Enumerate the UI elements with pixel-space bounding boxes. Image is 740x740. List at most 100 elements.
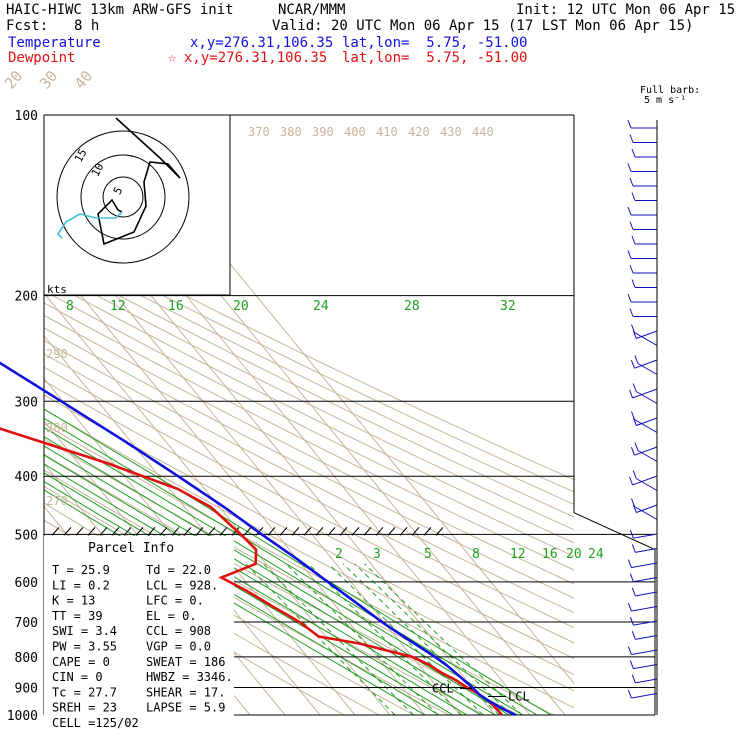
wind-barb	[636, 417, 658, 426]
dewpoint-xy: x,y=276.31,106.35	[184, 50, 328, 66]
moist-adiabat-label: 8	[66, 299, 74, 314]
hatch-mark	[99, 527, 108, 536]
isotherm-label: 30	[36, 67, 61, 92]
hatch-mark	[435, 527, 444, 536]
hatch-mark	[267, 527, 276, 536]
hodograph-trace-upper	[97, 117, 181, 246]
init-time: Init: 12 UTC Mon 06 Apr 15	[516, 2, 736, 18]
wind-barb-flag	[631, 587, 636, 596]
dry-adiabat-line	[44, 302, 574, 571]
parcel-row-value: SWEAT = 186	[146, 655, 225, 669]
wind-barb-flag	[629, 308, 634, 317]
hatch-mark	[339, 527, 348, 536]
hatch-mark	[171, 527, 180, 536]
hatch-mark	[291, 527, 300, 536]
wind-barb	[633, 620, 658, 626]
wind-barb-flag	[629, 177, 634, 187]
dry-adiabat-line	[44, 340, 574, 614]
moist-adiabat-label: 20	[233, 299, 249, 314]
dewpoint-star-icon: ☆	[168, 50, 177, 66]
wind-barb	[633, 577, 658, 583]
wind-barb-flag	[634, 442, 639, 451]
dry-adiabat-line	[44, 353, 574, 629]
wind-barb	[635, 591, 658, 597]
hatch-mark	[183, 527, 192, 536]
theta-e-label: 420	[408, 125, 430, 139]
hodograph-frame	[43, 114, 231, 296]
wind-barb	[634, 419, 658, 433]
hatch-mark	[243, 527, 252, 536]
hodograph-ring-5: 5	[111, 185, 126, 197]
pressure-label: 300	[15, 395, 38, 410]
temperature-xy: x,y=276.31,106.35	[190, 35, 334, 51]
wind-barb-flag	[627, 119, 632, 129]
fcst-value: 8 h	[74, 18, 100, 34]
pressure-label: 400	[15, 470, 38, 485]
mixing-ratio-line	[262, 563, 414, 716]
wind-barb-flag	[631, 279, 636, 288]
isotherm-line	[44, 292, 391, 715]
hatch-mark	[363, 527, 372, 536]
pressure-label: 800	[15, 651, 38, 666]
isotherm-label: 40	[71, 67, 96, 92]
wind-barb	[632, 475, 658, 486]
dry-adiabat-line	[44, 327, 574, 599]
pressure-label: 600	[15, 576, 38, 591]
temperature-latlon: lat,lon= 5.75, -51.00	[342, 35, 528, 51]
hatch-mark	[423, 527, 432, 536]
mixing-ratio-label: 8	[472, 547, 480, 562]
mixing-ratio-label: 2	[335, 547, 343, 562]
org-label: NCAR/MMM	[278, 2, 346, 18]
isotherm-line	[44, 377, 321, 715]
parcel-row-value: LCL = 928.	[146, 578, 218, 592]
hatch-mark	[219, 527, 228, 536]
mixing-ratio-line	[285, 563, 439, 716]
wind-barb-flag	[627, 163, 632, 172]
mixing-ratio-line	[354, 563, 512, 716]
theta-e-label: 380	[280, 125, 302, 139]
mixing-ratio-label: 16	[542, 547, 558, 562]
pressure-axis-labels: 100 200 300 400 500 600 700 800 900 1000	[7, 109, 38, 724]
model-title: HAIC-HIWC 13km ARW-GFS init	[6, 2, 234, 18]
wind-barb	[634, 506, 658, 520]
isotherm-labels: -80-70-60-50-40-30-20-10010203040	[1, 67, 96, 92]
wind-barb	[633, 664, 658, 670]
hodograph-trace-lower	[56, 211, 123, 239]
wind-barb	[635, 678, 658, 684]
temperature-legend-label: Temperature	[8, 35, 101, 51]
dry-adiabat-line	[44, 380, 574, 660]
moist-adiabat-label: 12	[110, 299, 126, 314]
ccl-label: CCL	[432, 682, 454, 696]
wind-barb	[634, 446, 658, 456]
wind-barb-flag	[629, 529, 634, 539]
dry-adiabat-line	[44, 232, 574, 493]
parcel-row: SWI = 3.4	[52, 624, 117, 638]
dry-adiabat-label: 290	[46, 347, 68, 361]
wind-barb	[634, 332, 658, 346]
parcel-row: SREH = 23	[52, 701, 117, 715]
dry-adiabat-line	[44, 394, 574, 676]
mixing-ratio-line	[245, 563, 396, 716]
dry-adiabat-line	[44, 366, 574, 644]
parcel-row-value: LFC = 0.	[146, 594, 204, 608]
theta-e-label: 430	[440, 125, 462, 139]
wind-barb-flag	[632, 383, 637, 392]
wind-barbs	[627, 119, 658, 715]
barb-legend-units: 5 m s⁻¹	[644, 95, 687, 106]
wind-barb-flag	[631, 192, 636, 201]
mixing-ratio-label: 5	[424, 547, 432, 562]
mixing-ratio-label: 12	[510, 547, 526, 562]
hodograph-ring-15: 15	[72, 147, 90, 165]
wind-barb	[635, 635, 658, 640]
moist-adiabat-label: 28	[404, 299, 420, 314]
hatch-mark	[231, 527, 240, 536]
theta-e-label: 390	[312, 125, 334, 139]
theta-e-label: 400	[344, 125, 366, 139]
wind-barb-flag	[627, 602, 632, 612]
wind-barb-flag	[629, 616, 634, 626]
wind-barb-flag	[627, 646, 632, 655]
wind-barb	[636, 504, 658, 513]
hatch-mark	[123, 527, 132, 536]
wind-barb-flag	[629, 264, 634, 274]
wind-barb	[635, 391, 658, 404]
